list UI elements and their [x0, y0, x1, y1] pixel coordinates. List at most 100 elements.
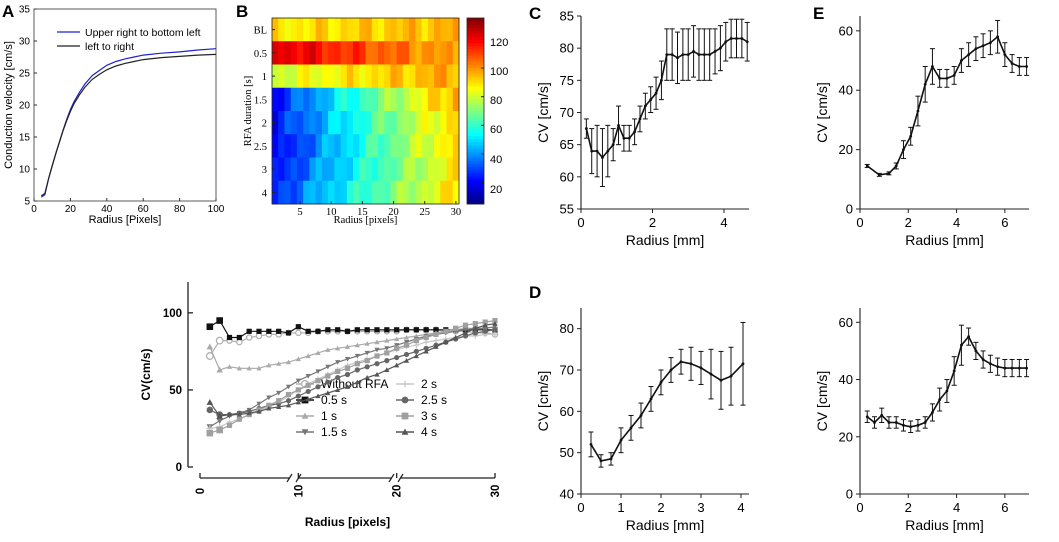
- heatmap-cell: [434, 157, 441, 182]
- heatmap-cell: [303, 180, 310, 205]
- data-point: [865, 415, 869, 419]
- colorbar-segment: [467, 114, 484, 118]
- heatmap-cell: [384, 87, 391, 112]
- heatmap-cell: [421, 18, 429, 42]
- heatmap-cell: [390, 180, 398, 205]
- heatmap-cell: [334, 180, 341, 205]
- heatmap-cell: [315, 134, 323, 158]
- heatmap-cell: [296, 157, 304, 182]
- data-point: [909, 134, 913, 138]
- legend-label: 4 s: [421, 425, 437, 439]
- heatmap-cell: [402, 111, 410, 135]
- heatmap-cell: [309, 64, 317, 89]
- colorbar-segment: [467, 83, 484, 87]
- heatmap-cell: [334, 64, 341, 89]
- series-line: [866, 35, 1027, 176]
- data-point: [643, 104, 647, 108]
- y-tick-label: 35: [19, 5, 31, 16]
- heatmap-cell: [321, 41, 329, 65]
- colorbar-segment: [467, 67, 484, 72]
- data-point: [394, 354, 400, 361]
- heatmap-cell: [321, 157, 329, 182]
- heatmap-cell: [452, 111, 460, 135]
- x-tick-label: 30: [490, 485, 502, 498]
- data-point: [967, 53, 971, 56]
- heatmap-cell: [296, 41, 304, 65]
- heatmap-cell: [365, 64, 373, 89]
- series-line: [209, 329, 496, 357]
- data-point: [413, 327, 419, 333]
- y-tick-label: 20: [839, 142, 853, 157]
- data-point: [1025, 65, 1028, 68]
- heatmap-cell: [434, 41, 441, 65]
- heatmap-cell: [284, 134, 292, 158]
- colorbar-segment: [467, 39, 484, 44]
- data-point: [1010, 366, 1014, 370]
- legend-label: 2 s: [421, 377, 437, 391]
- data-point: [609, 457, 613, 461]
- x-axis-label: Radius [Pixels]: [89, 214, 162, 226]
- data-point: [236, 411, 242, 417]
- heatmap-cell: [409, 41, 416, 65]
- panel-letter-c: C: [529, 4, 541, 23]
- data-point: [344, 371, 351, 378]
- colorbar-segment: [467, 18, 484, 22]
- heatmap-cell: [328, 180, 335, 205]
- heatmap-cell: [346, 180, 354, 205]
- data-point: [206, 398, 214, 405]
- heatmap-cell: [384, 134, 391, 158]
- data-point: [295, 324, 301, 330]
- heatmap-cell: [328, 134, 335, 158]
- y-axis-label: CV [cm/s]: [814, 82, 830, 143]
- data-point: [708, 53, 712, 56]
- heatmap-cell: [365, 111, 373, 135]
- data-point: [266, 402, 272, 408]
- data-point: [611, 143, 615, 147]
- data-point: [960, 343, 963, 347]
- colorbar-segment: [467, 55, 484, 59]
- heatmap-cell: [359, 87, 366, 112]
- data-point: [462, 330, 469, 335]
- heatmap-cell: [272, 87, 279, 112]
- heatmap-cell: [402, 41, 410, 65]
- heatmap-cell: [415, 87, 422, 112]
- data-point: [492, 317, 498, 324]
- data-point: [276, 328, 282, 334]
- heatmap-cell: [427, 180, 435, 205]
- x-tick-label: 60: [138, 204, 150, 215]
- x-tick-label: 0: [577, 500, 584, 515]
- data-point: [403, 351, 410, 358]
- heatmap-cell: [434, 134, 441, 158]
- heatmap-cell: [402, 157, 410, 182]
- heatmap-cell: [440, 87, 447, 112]
- data-point: [740, 37, 744, 40]
- data-point: [305, 353, 311, 359]
- data-point: [325, 390, 331, 396]
- data-point: [335, 327, 341, 333]
- heatmap-cell: [334, 157, 341, 182]
- heatmap-cell: [409, 157, 416, 182]
- data-point: [364, 364, 370, 370]
- data-point: [364, 350, 370, 356]
- data-point: [315, 384, 321, 390]
- data-point: [649, 98, 653, 102]
- y-tick-label: 10: [19, 165, 31, 176]
- y-tick-label: 80: [560, 41, 574, 56]
- data-point: [364, 327, 370, 333]
- x-tick-label: 2: [657, 500, 664, 515]
- y-axis-label: CV [cm/s]: [535, 371, 551, 432]
- data-point: [482, 326, 488, 331]
- data-point: [354, 353, 360, 359]
- heatmap-cell: [315, 87, 323, 112]
- data-point: [423, 339, 429, 345]
- heatmap-cell: [390, 41, 398, 65]
- data-point: [719, 378, 723, 382]
- heatmap-cell: [384, 18, 391, 42]
- colorbar-tick-label: 20: [490, 184, 502, 196]
- data-point: [206, 406, 214, 414]
- heatmap-cell: [290, 41, 298, 65]
- data-point: [256, 408, 262, 414]
- data-point: [315, 369, 321, 375]
- panel-letter-d: D: [529, 283, 541, 302]
- data-point: [729, 374, 733, 378]
